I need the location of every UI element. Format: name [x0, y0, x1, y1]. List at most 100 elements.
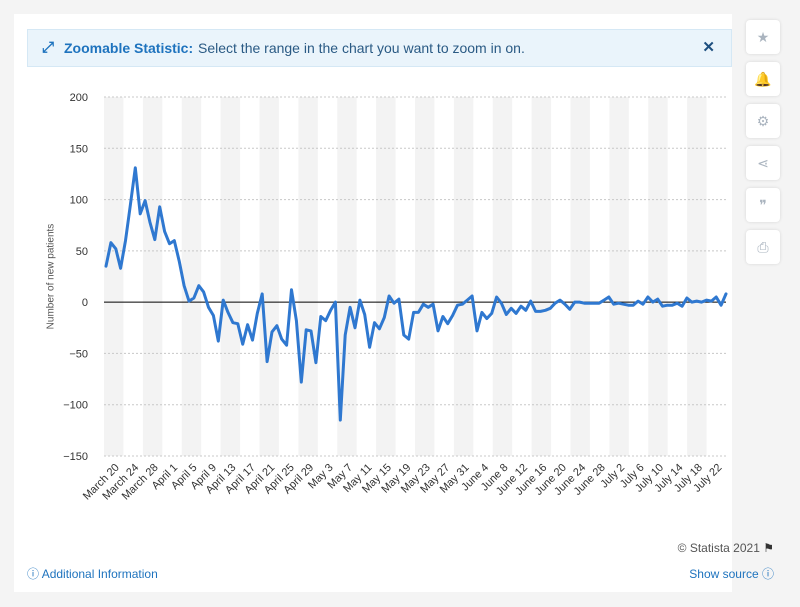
- data-point: [544, 309, 546, 311]
- data-point: [178, 260, 180, 262]
- y-axis-label: Number of new patients: [45, 223, 57, 330]
- print-button[interactable]: ⎙: [746, 230, 780, 264]
- zoom-banner: ⤢ Zoomable Statistic: Select the range i…: [27, 29, 732, 67]
- data-point: [300, 381, 302, 383]
- column-band: [453, 97, 474, 456]
- data-point: [198, 285, 200, 287]
- data-point: [578, 301, 580, 303]
- data-point: [149, 221, 151, 223]
- data-point: [691, 301, 693, 303]
- data-point: [652, 301, 654, 303]
- data-point: [476, 330, 478, 332]
- data-point: [163, 230, 165, 232]
- data-point: [534, 310, 536, 312]
- data-point: [251, 339, 253, 341]
- data-point: [530, 300, 532, 302]
- column-band: [492, 97, 513, 456]
- info-icon: ⓘ: [27, 567, 40, 581]
- data-point: [256, 312, 258, 314]
- data-point: [549, 307, 551, 309]
- data-point: [383, 316, 385, 318]
- column-band: [142, 97, 163, 456]
- flag-icon: ⚑: [763, 541, 774, 555]
- data-point: [442, 315, 444, 317]
- y-tick-label: 150: [70, 143, 88, 155]
- data-point: [305, 329, 307, 331]
- data-point: [368, 346, 370, 348]
- data-point: [486, 317, 488, 319]
- data-point: [447, 322, 449, 324]
- settings-button[interactable]: ⚙: [746, 104, 780, 138]
- column-band: [531, 97, 552, 456]
- data-point: [627, 304, 629, 306]
- data-point: [354, 327, 356, 329]
- data-point: [500, 302, 502, 304]
- y-tick-label: 200: [70, 92, 88, 104]
- data-point: [241, 343, 243, 345]
- data-point: [202, 291, 204, 293]
- data-point: [393, 302, 395, 304]
- data-point: [671, 304, 673, 306]
- close-icon[interactable]: ✕: [702, 39, 715, 56]
- data-point: [696, 300, 698, 302]
- show-source-link[interactable]: Show source ⓘ: [689, 565, 774, 582]
- data-point: [334, 301, 336, 303]
- data-point: [222, 299, 224, 301]
- data-point: [373, 321, 375, 323]
- notification-button[interactable]: 🔔: [746, 62, 780, 96]
- print-icon: ⎙: [757, 238, 769, 255]
- data-point: [359, 299, 361, 301]
- data-point: [622, 303, 624, 305]
- star-button[interactable]: ★: [746, 20, 780, 54]
- data-point: [515, 312, 517, 314]
- data-point: [173, 239, 175, 241]
- data-point: [276, 325, 278, 327]
- data-point: [407, 338, 409, 340]
- data-point: [168, 242, 170, 244]
- data-point: [451, 314, 453, 316]
- column-band: [376, 97, 396, 456]
- data-point: [686, 297, 688, 299]
- data-point: [564, 303, 566, 305]
- data-point: [573, 301, 575, 303]
- data-point: [656, 298, 658, 300]
- data-point: [608, 296, 610, 298]
- data-point: [720, 304, 722, 306]
- banner-title: Zoomable Statistic:: [64, 40, 194, 56]
- copyright-label: © Statista 2021: [677, 541, 760, 555]
- data-point: [324, 319, 326, 321]
- cite-button[interactable]: ❞: [746, 188, 780, 222]
- data-point: [593, 302, 595, 304]
- share-icon: ⋖: [757, 154, 769, 171]
- data-point: [422, 303, 424, 305]
- data-point: [505, 313, 507, 315]
- data-point: [388, 295, 390, 297]
- data-point: [320, 315, 322, 317]
- data-point: [554, 302, 556, 304]
- data-point: [105, 265, 107, 267]
- data-point: [212, 314, 214, 316]
- additional-info-link[interactable]: ⓘ Additional Information: [27, 565, 158, 582]
- data-point: [705, 299, 707, 301]
- y-tick-label: −150: [63, 451, 88, 463]
- data-point: [461, 303, 463, 305]
- data-point: [246, 324, 248, 326]
- data-point: [110, 241, 112, 243]
- data-point: [134, 167, 136, 169]
- share-button[interactable]: ⋖: [746, 146, 780, 180]
- data-point: [569, 308, 571, 310]
- data-point: [315, 361, 317, 363]
- data-point: [266, 360, 268, 362]
- data-point: [588, 302, 590, 304]
- column-band: [415, 97, 435, 456]
- banner-text: Select the range in the chart you want t…: [198, 40, 525, 56]
- data-point: [427, 306, 429, 308]
- data-point: [139, 213, 141, 215]
- data-point: [129, 204, 131, 206]
- column-band: [648, 97, 668, 456]
- data-point: [183, 285, 185, 287]
- data-point: [261, 293, 263, 295]
- y-tick-label: −100: [63, 400, 88, 412]
- data-point: [154, 238, 156, 240]
